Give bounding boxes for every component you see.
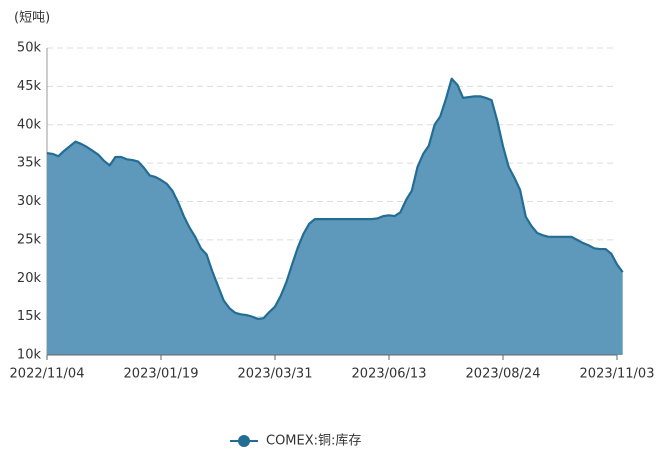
x-tick-label: 2022/11/04 [10,367,85,382]
y-tick-label: 30k [17,194,42,209]
y-tick-label: 25k [17,232,42,247]
x-tick-label: 2023/08/24 [466,367,541,382]
legend-label: COMEX:铜:库存 [266,433,361,449]
y-tick-label: 50k [17,41,42,56]
x-tick-label: 2023/01/19 [124,367,199,382]
y-tick-label: 35k [17,156,42,171]
y-tick-label: 20k [17,271,42,286]
x-tick-label: 2023/11/03 [580,367,655,382]
y-axis-label: (短吨) [14,11,50,26]
legend-marker [238,435,250,447]
y-tick-label: 15k [17,309,42,324]
y-tick-label: 45k [17,79,42,94]
x-tick-label: 2023/03/31 [238,367,313,382]
line [46,77,624,321]
y-tick-label: 40k [17,117,42,132]
y-tick-label: 10k [17,348,42,363]
x-tick-label: 2023/06/13 [352,367,427,382]
area-fill [47,78,623,355]
